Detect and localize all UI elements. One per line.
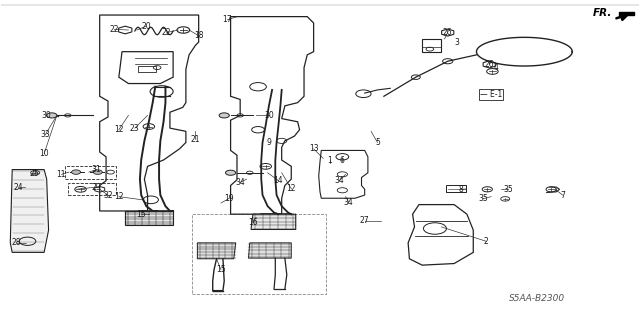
Text: 16: 16 xyxy=(248,218,258,227)
Circle shape xyxy=(219,113,229,118)
Text: 28: 28 xyxy=(12,238,21,247)
Circle shape xyxy=(93,170,102,174)
Text: 12: 12 xyxy=(287,184,296,193)
Text: 5: 5 xyxy=(375,138,380,147)
Text: 19: 19 xyxy=(225,194,234,203)
Text: 29: 29 xyxy=(92,183,101,192)
Text: 22: 22 xyxy=(109,25,119,34)
Text: 11: 11 xyxy=(56,170,66,179)
Text: 30: 30 xyxy=(42,111,52,120)
Text: 17: 17 xyxy=(223,15,232,24)
Text: 12: 12 xyxy=(114,125,124,134)
Text: 8: 8 xyxy=(458,185,463,194)
Text: 4: 4 xyxy=(493,63,498,72)
Text: 31: 31 xyxy=(92,165,101,174)
Bar xyxy=(192,214,326,294)
Text: 27: 27 xyxy=(360,216,369,225)
Text: 26: 26 xyxy=(484,60,494,69)
Bar xyxy=(447,186,466,193)
Text: 26: 26 xyxy=(443,28,452,37)
Text: 34: 34 xyxy=(344,197,354,206)
Text: 15: 15 xyxy=(216,265,226,275)
Polygon shape xyxy=(10,170,49,252)
Polygon shape xyxy=(248,243,291,258)
Bar xyxy=(68,183,116,195)
Text: 14: 14 xyxy=(274,176,284,185)
Text: 24: 24 xyxy=(14,183,24,192)
Text: 13: 13 xyxy=(309,144,319,153)
Text: 20: 20 xyxy=(141,22,151,31)
Bar xyxy=(422,39,442,52)
Polygon shape xyxy=(251,214,296,229)
Text: 2: 2 xyxy=(484,237,488,246)
Text: 15: 15 xyxy=(136,210,146,219)
Bar xyxy=(65,166,116,179)
Text: 22: 22 xyxy=(162,28,172,37)
Text: 9: 9 xyxy=(266,138,271,147)
Circle shape xyxy=(72,170,81,174)
Polygon shape xyxy=(197,243,236,259)
Text: 33: 33 xyxy=(40,130,51,139)
Text: S5AA-B2300: S5AA-B2300 xyxy=(509,294,565,303)
Text: 18: 18 xyxy=(194,31,204,40)
Text: 7: 7 xyxy=(560,190,565,200)
Text: 30: 30 xyxy=(264,111,274,120)
Text: — E-1: — E-1 xyxy=(479,90,502,99)
Text: 25: 25 xyxy=(29,169,38,178)
Circle shape xyxy=(47,113,57,118)
Text: 35: 35 xyxy=(478,194,488,204)
Text: 21: 21 xyxy=(191,135,200,144)
Circle shape xyxy=(225,170,236,175)
Text: 12: 12 xyxy=(114,192,124,201)
Text: 32: 32 xyxy=(103,190,113,200)
Text: 34: 34 xyxy=(236,178,245,187)
Text: 10: 10 xyxy=(39,149,49,158)
Text: 23: 23 xyxy=(130,124,140,132)
Text: 34: 34 xyxy=(334,176,344,185)
Text: 6: 6 xyxy=(340,156,345,165)
Polygon shape xyxy=(125,211,173,225)
Text: 35: 35 xyxy=(504,185,513,194)
Text: 3: 3 xyxy=(455,38,460,47)
Bar xyxy=(138,66,156,72)
Text: 1: 1 xyxy=(327,156,332,164)
Text: FR.: FR. xyxy=(593,8,612,19)
